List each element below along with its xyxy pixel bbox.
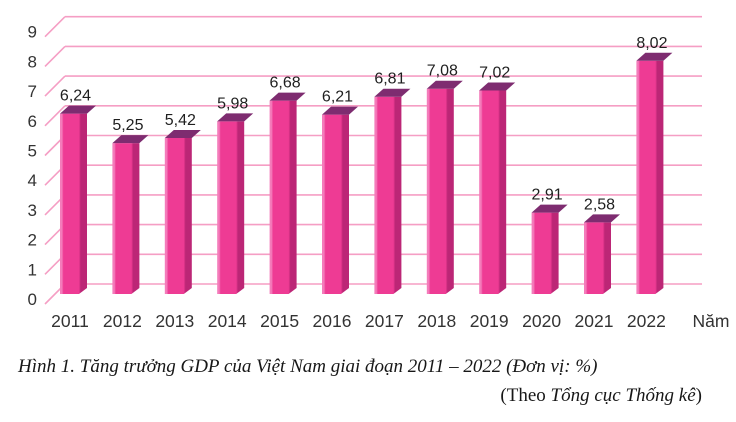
bar <box>531 212 559 294</box>
bar-top <box>584 214 620 223</box>
x-axis-year-label: 2021 <box>575 311 614 331</box>
bar-top <box>426 80 463 89</box>
bar-top <box>479 82 516 91</box>
caption-source-prefix: (Theo <box>500 385 551 406</box>
caption-title: Hình 1. Tăng trưởng GDP của Việt Nam gia… <box>18 356 598 377</box>
bar <box>269 100 297 294</box>
gdp-bar-chart: 0 1 2 3 4 5 6 7 8 9 6,24 5,25 5,42 5,98 6,68 6,21 6,81 7,… <box>28 15 730 331</box>
grid-depth-line <box>44 105 66 127</box>
x-axis-year-label: 2013 <box>155 311 194 331</box>
bar-value-label: 8,02 <box>636 35 667 52</box>
bar <box>426 88 454 294</box>
x-axis-year-label: 2019 <box>470 311 509 331</box>
bar <box>374 96 402 294</box>
x-axis-year-label: 2020 <box>522 311 561 331</box>
bar-value-label: 7,08 <box>427 63 458 80</box>
bar-top <box>531 204 568 213</box>
bar-top <box>164 130 201 139</box>
caption-source: (Theo Tổng cục Thống kê) <box>0 385 736 407</box>
y-axis-tick-label: 2 <box>28 231 37 250</box>
x-axis-year-label: 2016 <box>313 311 352 331</box>
bar-value-label: 6,21 <box>322 89 353 106</box>
bar <box>164 138 192 294</box>
x-axis-year-label: 2014 <box>208 311 247 331</box>
bar <box>112 143 140 294</box>
x-axis-year-label: 2017 <box>365 311 404 331</box>
bar <box>322 114 349 294</box>
y-axis-tick-label: 9 <box>28 23 37 42</box>
x-axis-year-label: 2022 <box>627 311 666 331</box>
x-axis-unit-label: Năm <box>693 311 730 331</box>
grid-depth-line <box>44 75 66 97</box>
bar-top <box>217 113 254 122</box>
y-axis-tick-label: 3 <box>28 201 37 220</box>
y-axis-tick-label: 4 <box>28 171 37 190</box>
y-axis-tick-label: 0 <box>28 290 37 309</box>
bar-value-label: 5,25 <box>112 117 143 134</box>
bar-top <box>636 52 673 61</box>
bar <box>584 222 611 294</box>
y-axis-tick-label: 8 <box>28 52 37 71</box>
grid-depth-line <box>44 45 66 67</box>
bar <box>479 90 507 294</box>
grid-depth-line <box>44 16 66 38</box>
y-axis-tick-label: 6 <box>28 112 37 131</box>
bar <box>217 121 245 294</box>
bar-value-label: 7,02 <box>479 65 510 82</box>
x-axis-year-label: 2011 <box>51 311 89 331</box>
x-axis-year-label: 2012 <box>103 311 142 331</box>
bar-value-label: 5,98 <box>217 95 248 112</box>
bar-top <box>60 105 96 114</box>
caption-source-suffix: ) <box>695 385 702 406</box>
bar-value-label: 6,68 <box>270 75 301 92</box>
bar-value-label: 5,42 <box>165 112 196 129</box>
x-axis-year-label: 2018 <box>417 311 456 331</box>
bar <box>60 113 87 294</box>
x-axis-year-label: 2015 <box>260 311 299 331</box>
figure-caption: Hình 1. Tăng trưởng GDP của Việt Nam gia… <box>0 356 736 407</box>
caption-source-name: Tổng cục Thống kê <box>550 385 696 406</box>
y-axis-tick-label: 5 <box>28 142 37 161</box>
bar-value-label: 6,24 <box>60 88 91 105</box>
y-axis-tick-label: 7 <box>28 82 37 101</box>
bar-value-label: 2,58 <box>584 196 615 213</box>
bar-top <box>374 88 411 97</box>
bar-top <box>322 106 358 115</box>
bar-top <box>112 135 149 144</box>
y-axis-tick-label: 1 <box>28 260 37 279</box>
bar-value-label: 2,91 <box>532 187 563 204</box>
bar <box>636 60 664 294</box>
bar-top <box>269 92 306 101</box>
bar-value-label: 6,81 <box>374 71 405 88</box>
